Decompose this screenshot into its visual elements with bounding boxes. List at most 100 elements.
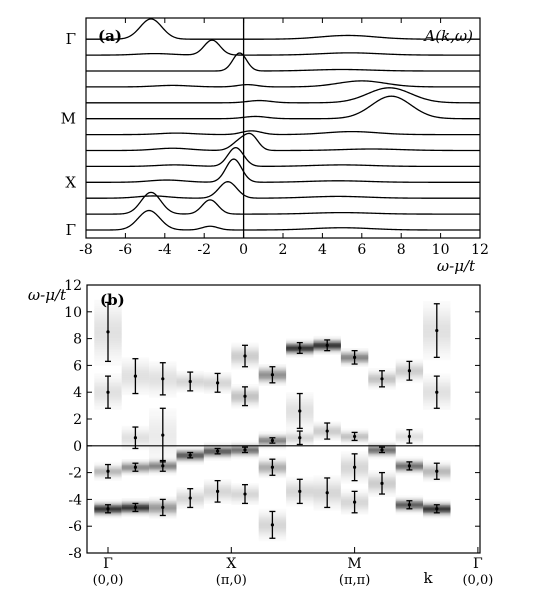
spectral-curve (86, 209, 480, 231)
y-tick-label: 6 (73, 358, 82, 374)
heat-cell (258, 384, 287, 386)
peak-point (161, 464, 165, 468)
heat-cell (94, 373, 122, 376)
peak-point (298, 409, 302, 413)
peak-point (188, 453, 192, 457)
peak-point (353, 500, 357, 504)
peak-point (133, 465, 137, 469)
heat-cell (203, 502, 232, 504)
heat-cell (231, 452, 259, 455)
x-tick-label: 6 (357, 242, 366, 258)
k-point-coord: (π,0) (216, 573, 247, 588)
heat-cell (395, 496, 424, 499)
panel-a-label: (a) (98, 27, 122, 45)
panel-a-xlabel: ω-μ/t (437, 257, 476, 275)
peak-point (435, 328, 439, 333)
y-tick-label: -8 (68, 546, 82, 562)
heat-cell (395, 459, 424, 461)
heat-cell (340, 440, 369, 443)
heat-cell (313, 335, 341, 338)
panel-a-k-labels: Γ M X Γ (61, 30, 77, 239)
heat-cell (258, 435, 287, 437)
k-point-coord: (0,0) (462, 573, 493, 588)
peak-point (243, 448, 247, 452)
heat-cell (121, 511, 150, 514)
heat-cell (313, 439, 341, 441)
heat-cell (94, 361, 122, 364)
heat-cell (395, 471, 424, 473)
peak-point (161, 433, 165, 437)
peak-point (380, 377, 384, 381)
heat-cell (423, 502, 451, 504)
heat-cell (368, 455, 396, 457)
heat-cell (286, 503, 314, 506)
heat-cell (423, 301, 451, 303)
peak-point (407, 503, 411, 507)
x-tick-label: -8 (79, 242, 93, 258)
heat-cell (368, 441, 396, 444)
heat-cell (368, 388, 396, 390)
peak-point (216, 381, 220, 385)
peak-point (407, 369, 411, 373)
heat-cell (121, 393, 150, 396)
heat-cell (395, 511, 424, 514)
heat-cell (94, 477, 122, 480)
peak-point (106, 390, 110, 394)
heat-cell (176, 457, 204, 460)
heat-cell (121, 473, 150, 476)
heat-cell (395, 510, 424, 512)
panel-a-curves (86, 18, 480, 238)
heat-cell (340, 480, 369, 483)
heat-cell (94, 299, 122, 302)
heat-cell (203, 453, 232, 456)
peak-point (216, 489, 220, 493)
heat-cell (231, 440, 259, 443)
peak-point (106, 507, 110, 511)
heat-cell (395, 469, 424, 472)
heat-cell (395, 358, 424, 361)
y-tick-label: 8 (73, 332, 82, 348)
heat-cell (149, 515, 177, 518)
k-point-name: Γ (103, 556, 113, 572)
peak-point (133, 505, 137, 510)
panel-a: (a) A(k,ω) Γ M X Γ -8 -6 -4 -2 0 2 4 6 8 10 12 ω-μ/t (61, 17, 489, 275)
heat-cell (368, 386, 396, 389)
heat-cell (121, 514, 150, 516)
heat-cell (368, 440, 396, 443)
heat-cell (203, 457, 232, 460)
x-tick-label: 4 (318, 242, 327, 258)
heat-cell (231, 342, 259, 345)
heat-cell (286, 339, 314, 342)
heat-cell (340, 481, 369, 484)
panel-b-xlabel: k (423, 569, 433, 587)
heat-cell (423, 514, 451, 516)
heat-cell (94, 461, 122, 464)
peak-point (353, 434, 357, 439)
spectral-curve (86, 39, 480, 56)
peak-point (353, 355, 357, 359)
heat-cell (176, 447, 204, 449)
spectral-curve (86, 191, 480, 215)
heat-cell (94, 499, 122, 502)
spectral-curve (86, 146, 480, 168)
heat-cell (121, 499, 150, 502)
x-tick-label: -4 (158, 242, 172, 258)
heat-cell (340, 365, 369, 368)
y-tick-label: 2 (73, 412, 82, 428)
heat-cell (149, 394, 177, 397)
y-tick-label: 12 (64, 278, 82, 294)
heat-cell (94, 364, 122, 366)
heat-cell (340, 347, 369, 350)
heat-cell (368, 456, 396, 459)
peak-point (270, 373, 274, 377)
heat-cell (423, 512, 451, 515)
panel-b-ylabel: ω-μ/t (28, 286, 67, 304)
y-tick-label: 10 (64, 305, 82, 321)
heat-cell (203, 392, 232, 394)
x-tick-label: 8 (397, 242, 406, 258)
heat-cell (121, 500, 150, 503)
heat-cell (258, 382, 287, 385)
heat-cell (203, 445, 232, 448)
peak-point (216, 449, 220, 453)
